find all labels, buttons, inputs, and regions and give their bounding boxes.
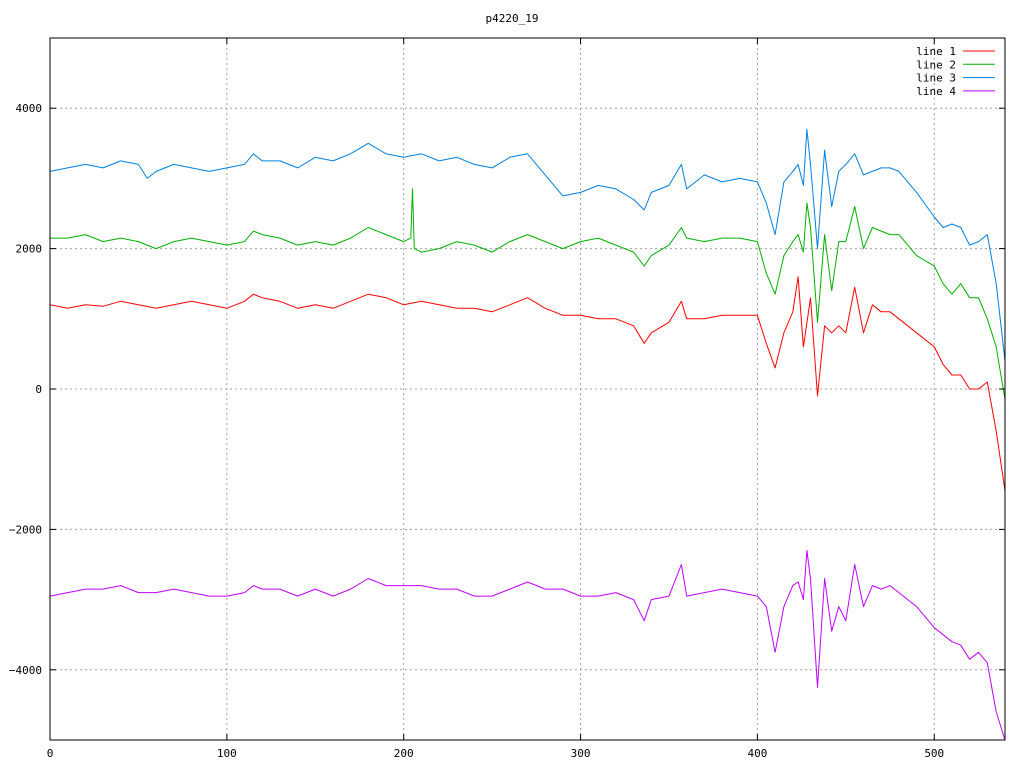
series-line-1 (50, 276, 1005, 491)
legend-label: line 3 (916, 72, 956, 85)
series-line-3 (50, 128, 1005, 361)
series-group (50, 128, 1005, 740)
series-line-2 (50, 188, 1005, 400)
x-tick-label: 300 (571, 747, 591, 760)
chart-title: p4220_19 (486, 12, 539, 25)
x-tick-label: 200 (394, 747, 414, 760)
legend-label: line 1 (916, 45, 956, 58)
series-line-4 (50, 550, 1005, 740)
legend-label: line 4 (916, 85, 956, 98)
axis-ticks: 0 100 200 300 400 500 −4000 −2000 0 2000 4000 (9, 38, 1005, 760)
legend-label: line 2 (916, 58, 956, 71)
y-tick-label: −2000 (9, 523, 42, 536)
x-tick-label: 500 (924, 747, 944, 760)
x-tick-label: 100 (217, 747, 237, 760)
y-tick-label: −4000 (9, 664, 42, 677)
y-tick-label: 2000 (16, 243, 43, 256)
x-tick-label: 0 (47, 747, 54, 760)
y-tick-label: 0 (35, 383, 42, 396)
grid-lines (50, 38, 1005, 740)
x-tick-label: 400 (747, 747, 767, 760)
y-tick-label: 4000 (16, 102, 43, 115)
